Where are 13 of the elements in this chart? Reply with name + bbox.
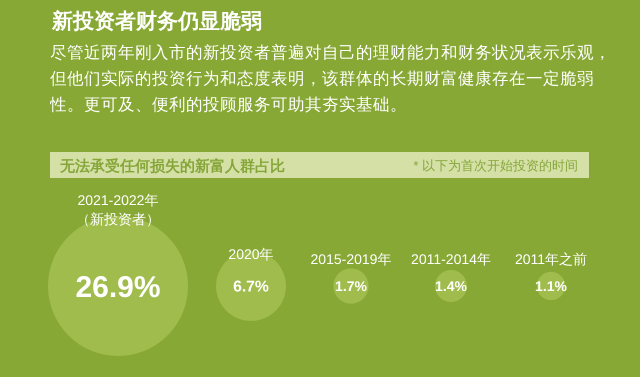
text: * 以下为首次开始投资的时间 <box>413 158 578 173</box>
data-label: 1.7% <box>335 278 368 294</box>
category-label: 2021-2022年（新投资者） <box>76 192 160 227</box>
text: 无法承受任何损失的新富人群占比 <box>59 157 285 175</box>
category-label: 2015-2019年 <box>310 251 392 267</box>
data-label: 1.4% <box>435 278 468 294</box>
text: 新投资者财务仍显脆弱 <box>51 9 262 33</box>
data-label: 26.9% <box>75 270 161 304</box>
category-label: 2020年 <box>228 246 274 262</box>
category-label: 2011-2014年 <box>411 251 491 267</box>
category-label: 2011年之前 <box>514 251 588 267</box>
data-label: 6.7% <box>233 278 269 296</box>
data-label: 1.1% <box>535 278 568 294</box>
